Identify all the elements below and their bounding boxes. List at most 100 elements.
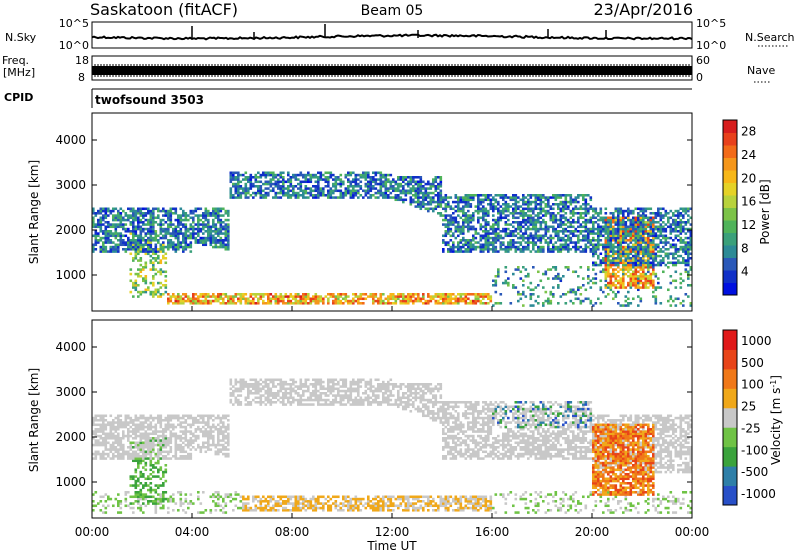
heatmap-cell [437,293,440,296]
heatmap-cell [205,210,208,213]
heatmap-cell [662,241,665,244]
heatmap-cell [267,174,270,177]
heatmap-cell [522,226,525,229]
heatmap-cell [352,194,355,197]
heatmap-cell [127,246,130,249]
heatmap-cell [617,241,620,244]
heatmap-cell [182,210,185,213]
heatmap-cell [582,277,585,280]
heatmap-cell [102,421,105,424]
heatmap-cell [105,507,108,510]
heatmap-cell [567,221,570,224]
heatmap-cell [585,203,588,206]
heatmap-cell [270,185,273,188]
heatmap-cell [427,181,430,184]
heatmap-cell [112,214,115,217]
heatmap-cell [355,293,358,296]
heatmap-cell [130,421,133,424]
heatmap-cell [630,268,633,271]
heatmap-cell [265,293,268,296]
heatmap-cell [565,199,568,202]
heatmap-cell [620,253,623,256]
heatmap-cell [545,241,548,244]
heatmap-cell [120,419,123,422]
heatmap-cell [132,433,135,436]
heatmap-cell [617,264,620,267]
heatmap-cell [142,244,145,247]
heatmap-cell [627,271,630,274]
heatmap-cell [510,223,513,226]
heatmap-cell [442,223,445,226]
heatmap-cell [465,214,468,217]
heatmap-cell [667,266,670,269]
heatmap-cell [152,248,155,251]
heatmap-cell [530,235,533,238]
colorbar-swatch [723,133,737,146]
heatmap-cell [295,192,298,195]
heatmap-cell [650,280,653,283]
heatmap-cell [662,221,665,224]
heatmap-cell [640,264,643,267]
heatmap-cell [500,217,503,220]
heatmap-cell [107,498,110,501]
heatmap-cell [445,223,448,226]
heatmap-cell [642,264,645,267]
heatmap-cell [512,214,515,217]
heatmap-cell [267,295,270,298]
heatmap-cell [670,262,673,265]
heatmap-cell [520,248,523,251]
heatmap-cell [667,255,670,258]
heatmap-cell [150,421,153,424]
heatmap-cell [577,201,580,204]
heatmap-cell [462,232,465,235]
heatmap-cell [347,172,350,175]
heatmap-cell [435,178,438,181]
heatmap-cell [105,439,108,442]
heatmap-cell [672,253,675,256]
heatmap-cell [495,280,498,283]
heatmap-cell [422,295,425,298]
heatmap-cell [390,185,393,188]
heatmap-cell [687,210,690,213]
heatmap-cell [560,217,563,220]
heatmap-cell [97,442,100,445]
heatmap-cell [625,223,628,226]
heatmap-cell [365,176,368,179]
heatmap-cell [192,219,195,222]
heatmap-cell [655,298,658,301]
heatmap-cell [545,226,548,229]
heatmap-cell [272,183,275,186]
heatmap-cell [597,230,600,233]
heatmap-cell [527,210,530,213]
heatmap-cell [257,181,260,184]
heatmap-cell [442,235,445,238]
heatmap-cell [135,500,138,503]
heatmap-cell [445,226,448,229]
heatmap-cell [272,174,275,177]
heatmap-cell [662,226,665,229]
heatmap-cell [282,183,285,186]
heatmap-cell [135,286,138,289]
heatmap-cell [132,241,135,244]
heatmap-cell [177,232,180,235]
heatmap-cell [110,428,113,431]
heatmap-cell [407,183,410,186]
heatmap-cell [397,183,400,186]
heatmap-cell [670,246,673,249]
heatmap-cell [182,293,185,296]
heatmap-cell [435,176,438,179]
heatmap-cell [680,239,683,242]
heatmap-cell [112,446,115,449]
heatmap-cell [505,203,508,206]
heatmap-cell [617,280,620,283]
heatmap-cell [607,259,610,262]
heatmap-cell [302,302,305,305]
heatmap-cell [637,228,640,231]
heatmap-cell [545,228,548,231]
heatmap-cell [95,237,98,240]
heatmap-cell [300,298,303,301]
heatmap-cell [582,196,585,199]
heatmap-cell [302,300,305,303]
heatmap-cell [437,192,440,195]
heatmap-cell [457,199,460,202]
